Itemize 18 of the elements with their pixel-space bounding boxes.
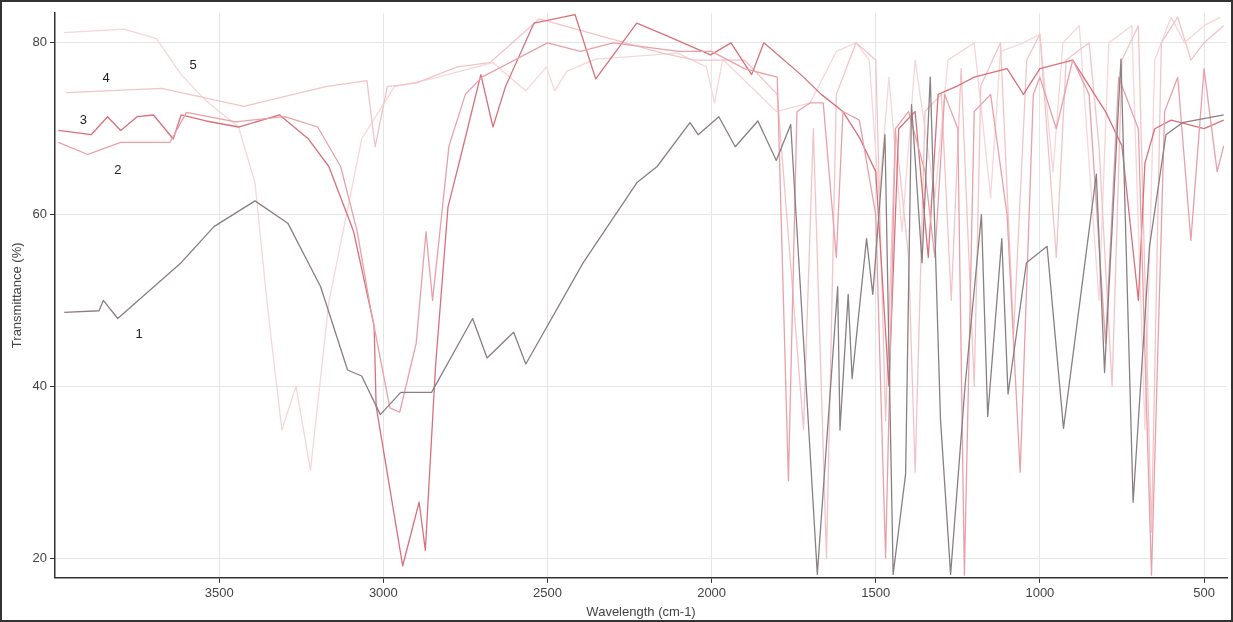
x-tick-label: 2500 <box>533 585 562 601</box>
x-tick-label: 2000 <box>697 585 727 601</box>
series-label: 5 <box>189 57 197 73</box>
y-tick-label: 20 <box>32 549 48 565</box>
y-tick-label: 60 <box>32 206 48 222</box>
x-tick-label: 3000 <box>368 585 398 601</box>
x-tick-label: 500 <box>1193 585 1215 601</box>
x-tick-label: 1500 <box>861 585 891 601</box>
x-tick-label: 1000 <box>1025 585 1055 601</box>
x-axis-title: Wavelength (cm-1) <box>586 603 696 619</box>
y-tick-label: 80 <box>32 34 48 50</box>
y-tick-label: 40 <box>32 377 48 393</box>
series-label: 2 <box>114 162 122 178</box>
series-label: 4 <box>102 70 110 86</box>
series-label: 1 <box>135 326 143 342</box>
y-axis-title: Transmittance (%) <box>9 242 25 349</box>
series-label: 3 <box>79 112 87 128</box>
x-tick-label: 3500 <box>204 585 234 601</box>
